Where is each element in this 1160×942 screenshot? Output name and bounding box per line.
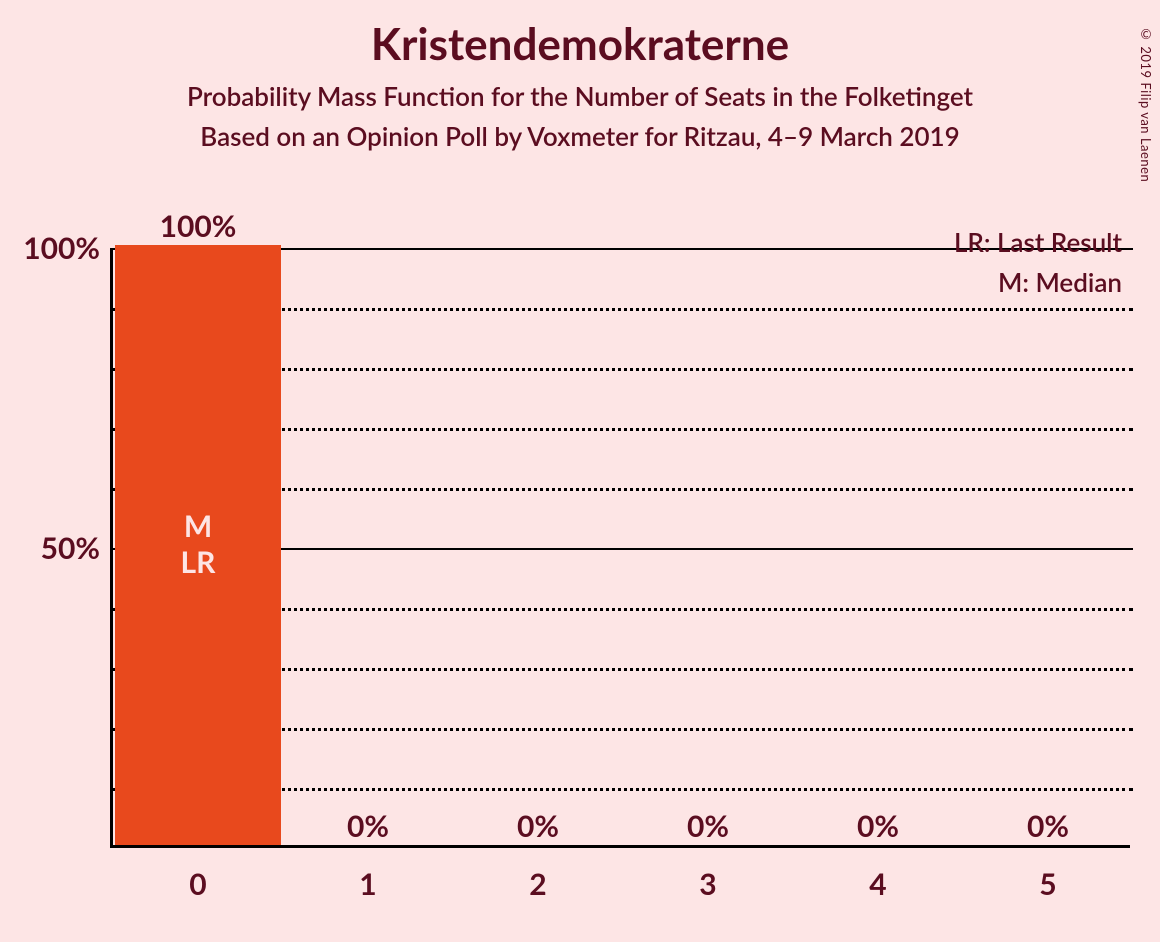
- x-tick-label: 4: [794, 866, 962, 902]
- bar-value-label: 0%: [624, 808, 792, 844]
- bar-value-label: 0%: [454, 808, 622, 844]
- chart-plot-area: 100%MLR00%10%20%30%40%5 LR: Last Result …: [110, 248, 1130, 848]
- x-tick-label: 1: [284, 866, 452, 902]
- x-tick-label: 3: [624, 866, 792, 902]
- bar-value-label: 0%: [964, 808, 1132, 844]
- bar-value-label: 0%: [284, 808, 452, 844]
- x-tick-label: 0: [114, 866, 282, 902]
- chart-title: Kristendemokraterne: [0, 18, 1160, 70]
- legend-lr: LR: Last Result: [954, 226, 1122, 258]
- bar-value-label: 100%: [114, 208, 282, 244]
- plot-frame: 100%MLR00%10%20%30%40%5: [110, 248, 1130, 848]
- bar-value-label: 0%: [794, 808, 962, 844]
- bar-inbar-label: MLR: [114, 508, 282, 580]
- y-tick-label: 100%: [10, 230, 100, 266]
- x-tick-label: 2: [454, 866, 622, 902]
- legend-m: M: Median: [998, 266, 1122, 298]
- copyright-text: © 2019 Filip van Laenen: [1138, 26, 1154, 182]
- y-tick-label: 50%: [10, 530, 100, 566]
- chart-subsubtitle: Based on an Opinion Poll by Voxmeter for…: [0, 120, 1160, 152]
- x-tick-label: 5: [964, 866, 1132, 902]
- chart-subtitle: Probability Mass Function for the Number…: [0, 80, 1160, 112]
